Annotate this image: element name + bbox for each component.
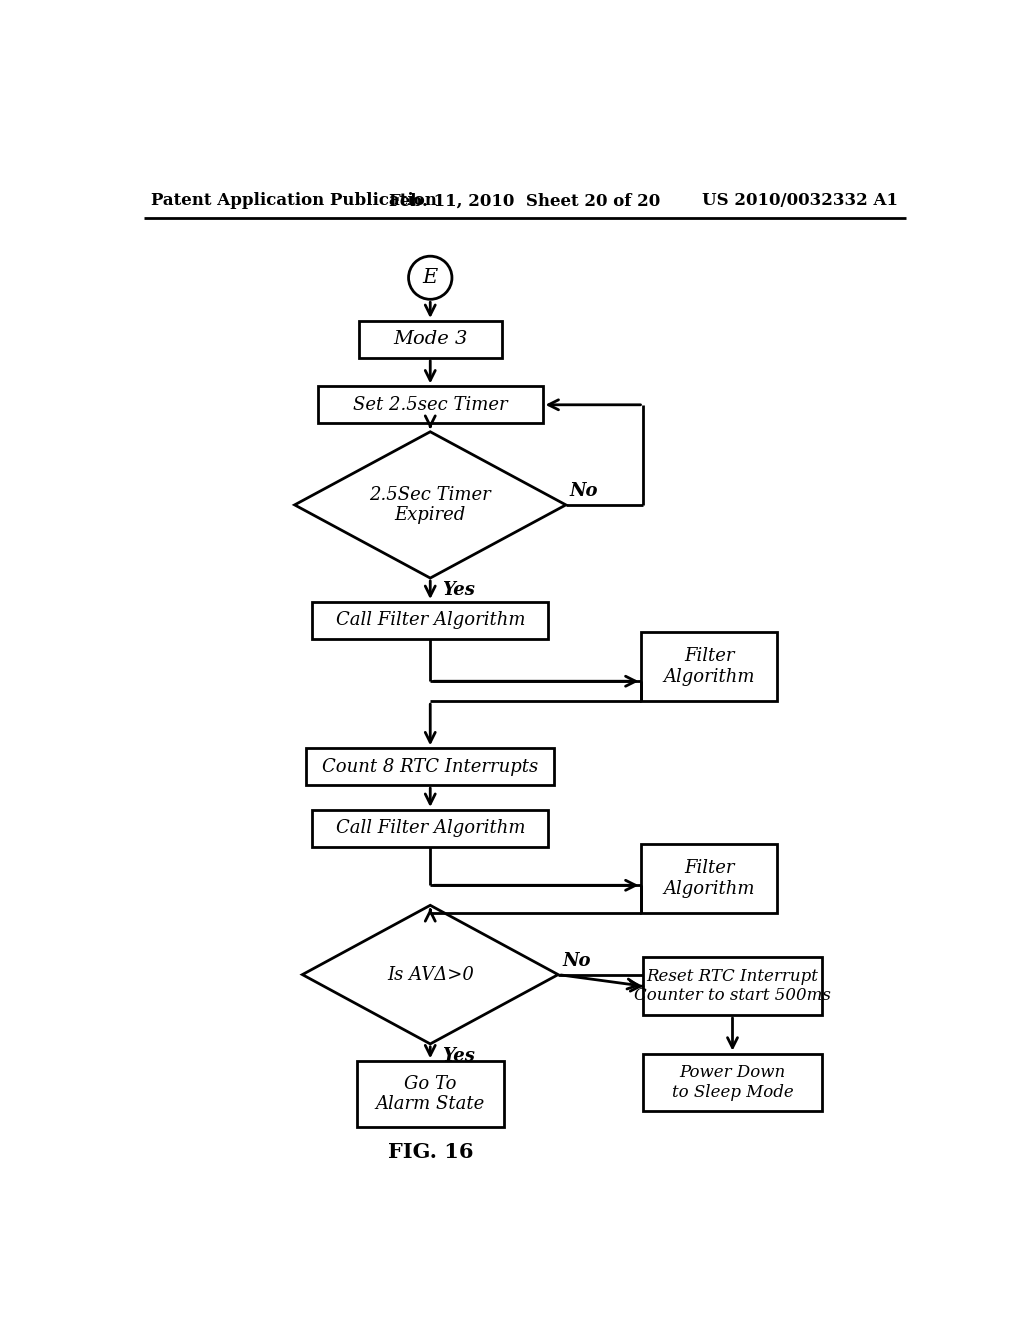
Polygon shape [302,906,558,1044]
Text: Yes: Yes [442,581,475,599]
Text: No: No [569,482,598,500]
Circle shape [409,256,452,300]
Bar [306,748,554,785]
Text: Yes: Yes [442,1047,475,1065]
Text: Is AVΔ>0: Is AVΔ>0 [387,966,474,983]
Text: E: E [423,268,438,288]
Bar [312,810,549,847]
Text: Reset RTC Interrupt
Counter to start 500ms: Reset RTC Interrupt Counter to start 500… [634,968,830,1005]
Bar [317,387,543,424]
Bar [641,843,777,913]
Bar [312,602,549,639]
Bar [356,1061,504,1127]
Text: US 2010/0032332 A1: US 2010/0032332 A1 [702,193,898,210]
Text: Patent Application Publication: Patent Application Publication [152,193,437,210]
Text: Go To
Alarm State: Go To Alarm State [376,1074,485,1113]
Text: Filter
Algorithm: Filter Algorithm [664,859,755,898]
Text: 2.5Sec Timer
Expired: 2.5Sec Timer Expired [370,486,492,524]
Bar [643,1053,821,1111]
Text: Set 2.5sec Timer: Set 2.5sec Timer [353,396,508,413]
Text: Call Filter Algorithm: Call Filter Algorithm [336,611,525,630]
Bar [358,321,502,358]
Text: Count 8 RTC Interrupts: Count 8 RTC Interrupts [323,758,539,776]
Text: Power Down
to Sleep Mode: Power Down to Sleep Mode [672,1064,794,1101]
Text: Mode 3: Mode 3 [393,330,467,348]
Text: FIG. 16: FIG. 16 [387,1142,473,1162]
Bar [641,632,777,701]
Polygon shape [295,432,566,578]
Text: Feb. 11, 2010  Sheet 20 of 20: Feb. 11, 2010 Sheet 20 of 20 [389,193,660,210]
Text: No: No [562,952,591,970]
Text: Call Filter Algorithm: Call Filter Algorithm [336,820,525,837]
Text: Filter
Algorithm: Filter Algorithm [664,647,755,686]
Bar [643,957,821,1015]
